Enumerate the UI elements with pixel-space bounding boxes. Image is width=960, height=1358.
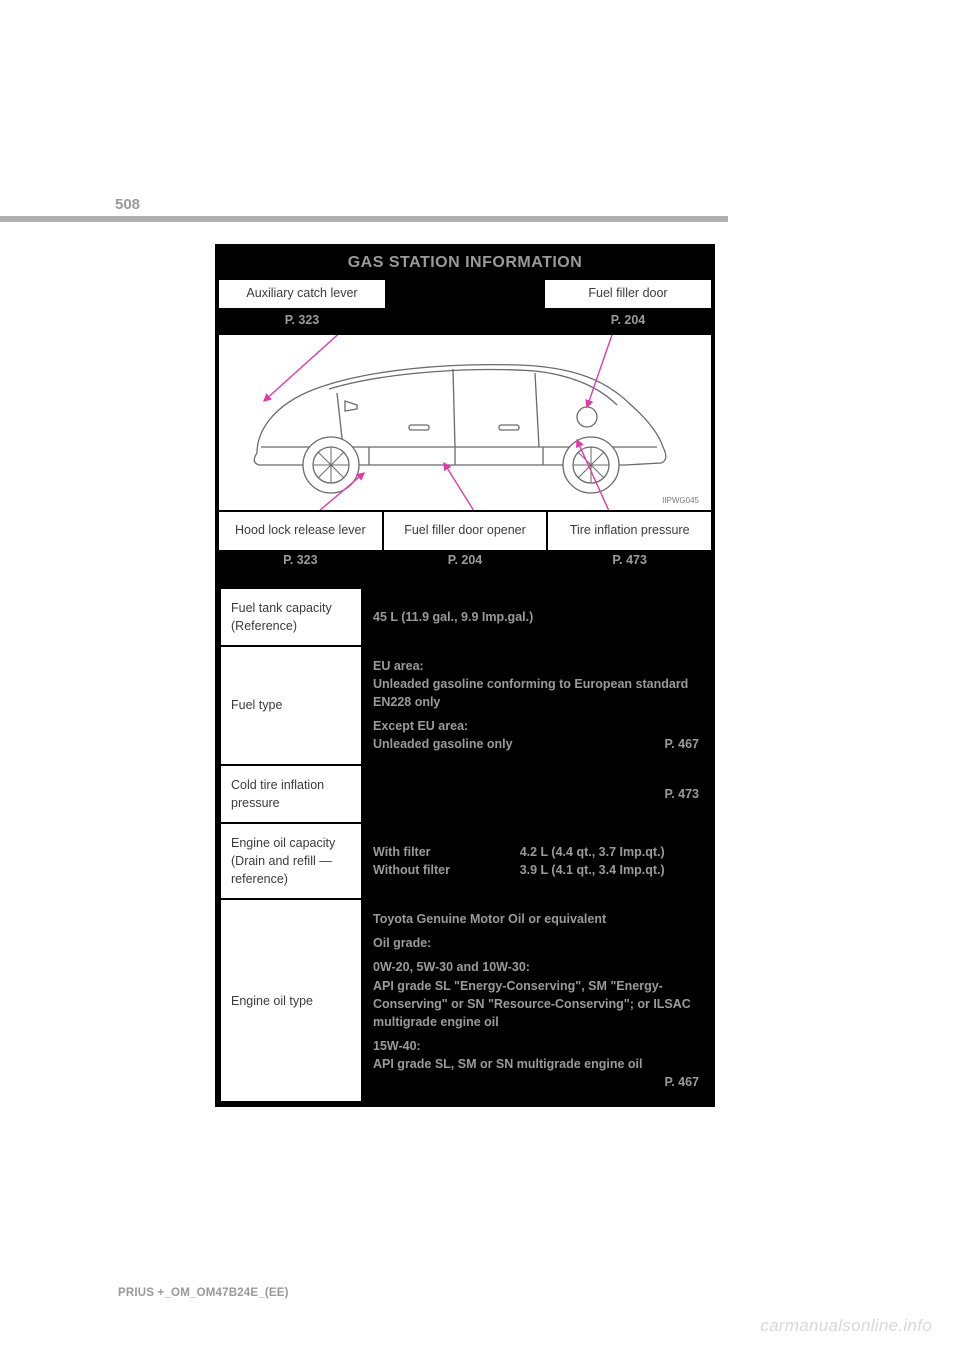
text: API grade SL, SM or SN multigrade engine… [373, 1057, 642, 1071]
text: 15W-40: [373, 1037, 699, 1055]
document-footer: PRIUS +_OM_OM47B24E_(EE) [118, 1287, 289, 1299]
top-callout-row: Auxiliary catch lever Fuel filler door [219, 280, 711, 308]
text: EU area: [373, 659, 424, 673]
spec-value: EU area: Unleaded gasoline conforming to… [363, 647, 709, 764]
spec-label: Engine oil capacity (Drain and refill — … [221, 824, 361, 898]
text: Except EU area: [373, 717, 699, 735]
text: Oil grade: [373, 934, 699, 952]
header-rule [0, 216, 728, 222]
text: 0W-20, 5W-30 and 10W-30: [373, 958, 699, 976]
callout-page-ref: P. 323 [219, 310, 385, 333]
table-row: Fuel type EU area: Unleaded gasoline con… [221, 647, 709, 764]
table-row: Engine oil capacity (Drain and refill — … [221, 824, 709, 898]
callout-aux-catch-lever: Auxiliary catch lever [219, 280, 385, 308]
callout-fuel-filler-opener: Fuel filler door opener [384, 512, 547, 550]
callout-tire-inflation-pressure: Tire inflation pressure [548, 512, 711, 550]
table-row: Fuel tank capacity (Reference) 45 L (11.… [221, 589, 709, 645]
spec-table: Fuel tank capacity (Reference) 45 L (11.… [219, 587, 711, 1104]
spec-value: Toyota Genuine Motor Oil or equivalent O… [363, 900, 709, 1101]
watermark: carmanualsonline.info [760, 1316, 932, 1336]
spec-label: Fuel type [221, 647, 361, 764]
table-row: Engine oil type Toyota Genuine Motor Oil… [221, 900, 709, 1101]
spacer [389, 280, 541, 308]
callout-hood-lock-release: Hood lock release lever [219, 512, 382, 550]
text: Without filter [373, 861, 520, 879]
page-ref: P. 467 [664, 1073, 699, 1091]
text: 3.9 L (4.1 qt., 3.4 Imp.qt.) [520, 861, 699, 879]
callout-fuel-filler-door: Fuel filler door [545, 280, 711, 308]
text: With filter [373, 843, 520, 861]
text: Unleaded gasoline conforming to European… [373, 677, 688, 709]
callout-page-ref: P. 204 [384, 550, 547, 573]
callout-page-ref: P. 323 [219, 550, 382, 573]
spec-value: 45 L (11.9 gal., 9.9 Imp.gal.) [363, 589, 709, 645]
bottom-callout-row: Hood lock release lever Fuel filler door… [219, 512, 711, 550]
top-callout-page-row: P. 323 P. 204 [219, 310, 711, 333]
spacer [389, 310, 541, 333]
text: Toyota Genuine Motor Oil or equivalent [373, 912, 606, 926]
spec-label: Cold tire inflation pressure [221, 766, 361, 822]
spec-value: P. 473 [363, 766, 709, 822]
vehicle-diagram: IIPWG045 [219, 335, 711, 510]
page-ref: P. 467 [664, 735, 699, 753]
bottom-callout-page-row: P. 323 P. 204 P. 473 [219, 550, 711, 573]
spec-label: Engine oil type [221, 900, 361, 1101]
spec-value: With filter 4.2 L (4.4 qt., 3.7 Imp.qt.)… [363, 824, 709, 898]
page-number: 508 [115, 196, 140, 213]
spec-label: Fuel tank capacity (Reference) [221, 589, 361, 645]
page: 508 GAS STATION INFORMATION Auxiliary ca… [0, 0, 960, 1358]
diagram-code: IIPWG045 [662, 496, 699, 505]
text: 4.2 L (4.4 qt., 3.7 Imp.qt.) [520, 843, 699, 861]
gas-station-panel: GAS STATION INFORMATION Auxiliary catch … [215, 244, 715, 1107]
table-row: Cold tire inflation pressure P. 473 [221, 766, 709, 822]
text: Unleaded gasoline only [373, 737, 513, 751]
callout-page-ref: P. 473 [548, 550, 711, 573]
panel-title: GAS STATION INFORMATION [219, 248, 711, 280]
callout-page-ref: P. 204 [545, 310, 711, 333]
text: API grade SL "Energy-Conserving", SM "En… [373, 979, 691, 1029]
